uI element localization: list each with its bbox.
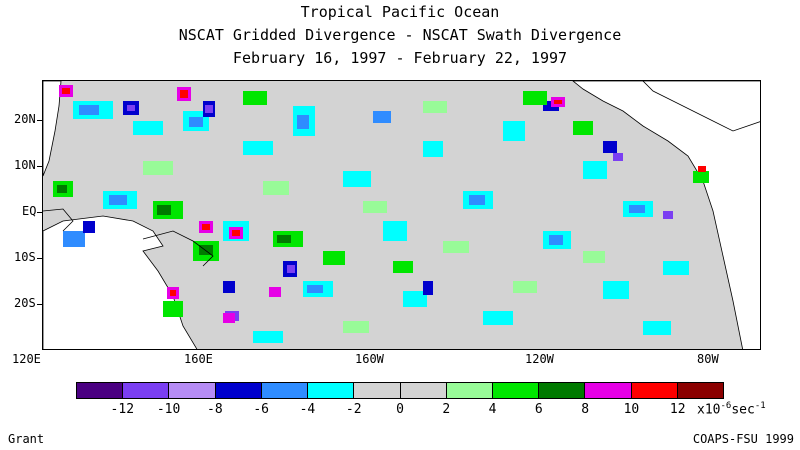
- color-scale-cell: [400, 383, 447, 398]
- land-areas: [43, 81, 760, 349]
- divergence-map: [43, 81, 760, 349]
- map-title: Tropical Pacific Ocean: [300, 3, 500, 21]
- color-scale-cell: [215, 383, 262, 398]
- color-scale-units: x10-6sec-1: [697, 401, 766, 418]
- lat-tick: [37, 166, 42, 167]
- map-panel: [42, 80, 761, 350]
- lon-label-160e: 160E: [184, 352, 213, 366]
- color-scale-tick-label: 0: [396, 402, 404, 417]
- lon-label-120w: 120W: [525, 352, 554, 366]
- color-scale-tick-label: 4: [488, 402, 497, 417]
- color-scale-tick-label: -10: [156, 402, 181, 417]
- color-scale-cell: [539, 383, 586, 398]
- color-scale-tick-label: -6: [253, 402, 269, 417]
- color-scale-cell: [261, 383, 309, 398]
- color-scale-bar: [76, 382, 724, 399]
- color-scale-tick-label: 10: [623, 402, 640, 417]
- lon-label-120e: 120E: [12, 352, 41, 366]
- divergence-patches: [53, 85, 709, 343]
- color-scale-tick-label: -4: [299, 402, 316, 417]
- lat-tick: [37, 212, 42, 213]
- color-scale-cell: [585, 383, 632, 398]
- color-scale-cell: [308, 383, 355, 398]
- date-range: February 16, 1997 - February 22, 1997: [232, 49, 568, 67]
- color-scale-tick-label: 12: [669, 402, 686, 417]
- color-scale-cell: [123, 383, 170, 398]
- color-scale-cell: [677, 383, 724, 398]
- author-credit: Grant: [8, 432, 45, 446]
- color-scale-tick-label: -2: [345, 402, 362, 417]
- color-scale-cell: [631, 383, 678, 398]
- lat-label-10n: 10N: [14, 158, 36, 172]
- lon-label-80w: 80W: [697, 352, 719, 366]
- lat-label-10s: 10S: [14, 250, 36, 264]
- lat-label-20n: 20N: [14, 112, 36, 126]
- lat-tick: [37, 120, 42, 121]
- color-scale-cell: [169, 383, 216, 398]
- color-scale-cell: [354, 383, 401, 398]
- color-scale-tick-label: 2: [442, 402, 451, 417]
- lat-label-20s: 20S: [14, 296, 36, 310]
- color-scale-tick-label: 6: [534, 402, 543, 417]
- lat-label-eq: EQ: [22, 204, 37, 218]
- lon-label-160w: 160W: [355, 352, 384, 366]
- institution-credit: COAPS-FSU 1999: [692, 432, 794, 446]
- color-scale-tick-label: 8: [581, 402, 590, 417]
- color-scale-cell: [492, 383, 540, 398]
- color-scale-tick-label: -8: [207, 402, 223, 417]
- lat-tick: [37, 258, 42, 259]
- map-subtitle: NSCAT Gridded Divergence - NSCAT Swath D…: [178, 26, 622, 44]
- color-scale-cell: [446, 383, 493, 398]
- color-scale-cell: [77, 383, 124, 398]
- color-scale-tick-label: -12: [110, 402, 135, 417]
- lat-tick: [37, 304, 42, 305]
